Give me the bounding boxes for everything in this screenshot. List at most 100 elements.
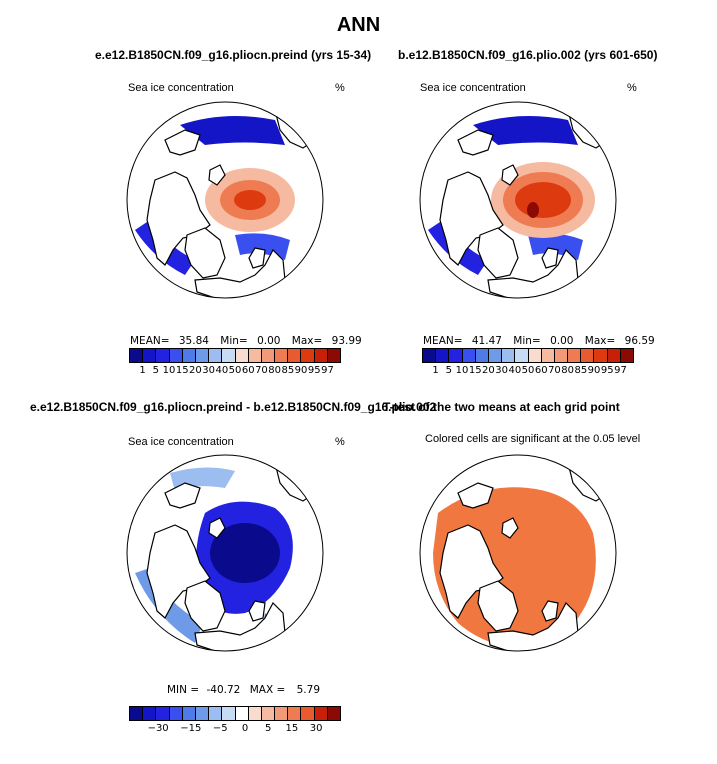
colorbar-swatch — [169, 707, 183, 720]
colorbar-tick-label: 80 — [561, 365, 574, 376]
colorbar-tick-label: 1 — [432, 365, 439, 376]
panel-1-title: e.e12.B1850CN.f09_g16.pliocn.preind (yrs… — [95, 48, 372, 62]
colorbar-swatch — [261, 707, 276, 720]
map-boundary — [419, 101, 617, 299]
colorbar-swatch — [581, 349, 595, 362]
coastline — [208, 517, 226, 539]
colorbar-swatch — [248, 349, 262, 362]
panel-2-colorbar-labels: 1 5 10 15 20 30 40 50 60 70 80 85 90 95 97 — [429, 365, 627, 376]
colorbar-tick-label: 85 — [574, 365, 588, 376]
colorbar-tick-label: −30 — [147, 723, 169, 734]
coastline — [457, 482, 494, 509]
colorbar-swatch — [607, 349, 621, 362]
panel-1-colorbar-labels: 1 5 10 15 20 30 40 50 60 70 80 85 90 95 97 — [136, 365, 334, 376]
colorbar-swatch — [554, 349, 569, 362]
panel-2-units: % — [627, 82, 637, 94]
colorbar-swatch — [314, 707, 328, 720]
colorbar-tick-label: 15 — [285, 723, 299, 734]
colorbar-tick-label: 90 — [587, 365, 601, 376]
colorbar-tick-label: 40 — [508, 365, 522, 376]
colorbar-swatch — [130, 707, 144, 720]
coastline — [146, 524, 211, 619]
panel-3-max-label: MAX = — [249, 684, 286, 696]
colorbar-tick-label: 5 — [445, 365, 452, 376]
coastline — [501, 164, 519, 186]
colorbar-tick-label: 40 — [215, 365, 229, 376]
coastline — [501, 517, 519, 539]
panel-2-title: b.e12.B1850CN.f09_g16.plio.002 (yrs 601-… — [398, 48, 658, 62]
ice-band — [180, 116, 285, 145]
colorbar-swatch — [515, 349, 529, 362]
panel-1-mean-value: 35.84 — [178, 335, 209, 347]
panel-1-polar-map — [126, 101, 324, 299]
colorbar-swatch — [182, 349, 196, 362]
colorbar-tick-label: 20 — [482, 365, 495, 376]
colorbar-swatch — [436, 349, 450, 362]
colorbar-swatch — [462, 349, 476, 362]
colorbar-swatch — [222, 349, 236, 362]
map-boundary — [126, 454, 324, 652]
coastline — [477, 580, 519, 632]
coastline — [146, 171, 211, 266]
colorbar-tick-label: 95 — [307, 365, 321, 376]
colorbar-tick-label: 10 — [455, 365, 469, 376]
coastline — [487, 249, 579, 298]
panel-1-max-label: Max= — [291, 335, 323, 347]
panel-1-mean-label: MEAN= — [130, 335, 170, 347]
colorbar-swatch — [195, 707, 210, 720]
colorbar-swatch — [235, 349, 249, 362]
panel-1-stats: MEAN= 35.84 Min= 0.00 Max= 93.99 — [130, 335, 362, 347]
colorbar-tick-label: 15 — [175, 365, 189, 376]
colorbar-tick-label: 97 — [321, 365, 334, 376]
coastline — [164, 482, 201, 509]
colorbar-swatch — [449, 349, 463, 362]
colorbar-tick-label: 20 — [189, 365, 202, 376]
colorbar-swatch — [130, 349, 144, 362]
colorbar-tick-label: 80 — [268, 365, 281, 376]
colorbar-swatch — [528, 349, 542, 362]
panel-1-max-value: 93.99 — [331, 335, 362, 347]
colorbar-tick-label — [323, 723, 335, 734]
coastline — [487, 602, 579, 651]
panel-2-min-value: 0.00 — [550, 335, 574, 347]
colorbar-swatch — [275, 349, 289, 362]
colorbar-swatch — [475, 349, 489, 362]
colorbar-swatch — [620, 349, 633, 362]
colorbar-swatch — [288, 349, 302, 362]
colorbar-tick-label: 15 — [468, 365, 482, 376]
figure-title: ANN — [336, 14, 381, 36]
panel-1-subtitle: Sea ice concentration — [128, 82, 234, 94]
panel-3-title: e.e12.B1850CN.f09_g16.pliocn.preind - b.… — [30, 400, 437, 414]
panel-3-colorbar — [129, 706, 341, 721]
colorbar-swatch — [209, 707, 223, 720]
colorbar-swatch — [541, 349, 555, 362]
panel-1-min-value: 0.00 — [257, 335, 281, 347]
colorbar-swatch — [288, 707, 302, 720]
colorbar-tick-label: 70 — [548, 365, 561, 376]
colorbar-tick-label — [169, 723, 181, 734]
colorbar-tick-label: 97 — [614, 365, 627, 376]
colorbar-swatch — [195, 349, 210, 362]
colorbar-tick-label: 0 — [241, 723, 249, 734]
colorbar-swatch — [275, 707, 289, 720]
colorbar-tick-label: 50 — [521, 365, 535, 376]
coastline — [248, 247, 266, 269]
panel-2-mean-value: 41.47 — [471, 335, 502, 347]
ice-core — [515, 182, 571, 218]
colorbar-tick-label — [136, 723, 148, 734]
panel-3-stats: MIN = -40.72 MAX = 5.79 — [167, 684, 320, 696]
colorbar-swatch — [327, 349, 340, 362]
colorbar-tick-label: 90 — [294, 365, 308, 376]
panel-4-polar-map — [419, 454, 617, 652]
colorbar-tick-label — [251, 723, 263, 734]
colorbar-swatch — [169, 349, 183, 362]
panel-3-max-value: 5.79 — [296, 684, 321, 696]
colorbar-tick-label — [201, 723, 213, 734]
colorbar-swatch — [488, 349, 503, 362]
panel-2-stats: MEAN= 41.47 Min= 0.00 Max= 96.59 — [423, 335, 655, 347]
colorbar-tick-label: 95 — [600, 365, 614, 376]
coastline — [457, 129, 494, 156]
panel-4-title: T-test of the two means at each grid poi… — [383, 400, 620, 414]
colorbar-swatch — [327, 707, 340, 720]
panel-1-units: % — [335, 82, 345, 94]
